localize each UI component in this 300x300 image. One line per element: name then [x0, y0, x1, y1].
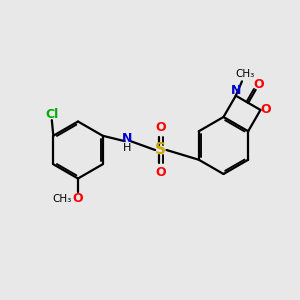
Text: CH₃: CH₃: [235, 70, 254, 80]
Text: S: S: [155, 142, 166, 158]
Text: N: N: [231, 84, 241, 97]
Text: O: O: [254, 78, 264, 91]
Text: H: H: [123, 143, 131, 153]
Text: N: N: [122, 132, 132, 145]
Text: O: O: [73, 192, 83, 205]
Text: O: O: [155, 121, 166, 134]
Text: O: O: [261, 103, 271, 116]
Text: Cl: Cl: [45, 108, 58, 121]
Text: O: O: [155, 166, 166, 179]
Text: CH₃: CH₃: [53, 194, 72, 204]
